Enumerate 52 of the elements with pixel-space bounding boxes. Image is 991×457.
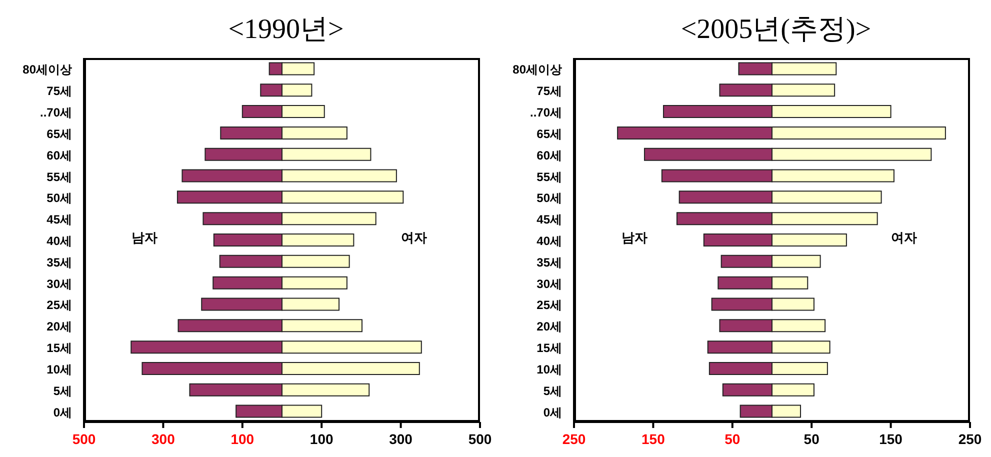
x-tick-label: 250 [562,431,586,447]
y-tick-label: 35세 [46,255,72,270]
y-tick-label: 30세 [46,276,72,291]
y-tick-label: 75세 [536,84,562,98]
y-tick-label: 55세 [536,170,562,184]
chart-title: <2005년(추정)> [680,13,872,47]
y-tick-label: 60세 [46,148,72,162]
chart-title: <1990년> [227,13,345,47]
y-tick-label: 65세 [46,126,72,141]
y-tick-label: 15세 [536,341,562,356]
x-tick-label: 150 [879,431,903,447]
y-tick-label: 45세 [536,212,562,227]
y-tick-label: 5세 [53,384,72,398]
y-tick-label: 0세 [53,405,72,420]
x-tick-label: 300 [152,431,176,447]
text: 남자 [132,230,158,248]
y-tick-label: 50세 [46,191,72,206]
x-tick-label: 500 [72,431,96,447]
y-tick-label: 15세 [46,341,72,356]
series-label: 여자 [400,230,427,248]
y-tick-label: 75세 [46,84,72,98]
x-tick-label: 100 [310,431,334,447]
y-tick-label: 40세 [536,234,562,248]
y-tick-label: ..70세 [40,106,72,120]
y-tick-label: 50세 [536,191,562,206]
y-tick-label: 65세 [536,126,562,141]
y-tick-label: 10세 [46,362,72,376]
y-tick-label: 45세 [46,212,72,227]
text: 남자 [622,230,648,248]
x-tick-label: 50 [804,431,820,447]
x-tick-label: 300 [389,431,413,447]
y-tick-label: 20세 [46,320,72,334]
x-tick-label: 500 [468,431,492,447]
y-tick-label: 20세 [536,320,562,334]
x-tick-label: 250 [958,431,982,447]
y-tick-label: 80세이상 [512,62,562,77]
x-tick-label: 150 [642,431,666,447]
x-tick-label: 50 [724,431,740,447]
y-tick-label: 30세 [536,276,562,291]
y-tick-label: 35세 [536,255,562,270]
y-tick-label: ..70세 [530,106,562,120]
y-tick-label: 25세 [46,298,72,312]
y-tick-label: 40세 [46,234,72,248]
y-tick-label: 80세이상 [22,62,72,77]
x-tick-label: 100 [230,431,254,447]
y-tick-label: 5세 [543,384,562,398]
y-tick-label: 25세 [536,298,562,312]
y-tick-label: 0세 [543,405,562,420]
series-label: 여자 [890,230,917,248]
y-tick-label: 55세 [46,170,72,184]
y-tick-label: 60세 [536,148,562,162]
y-tick-label: 10세 [536,362,562,376]
